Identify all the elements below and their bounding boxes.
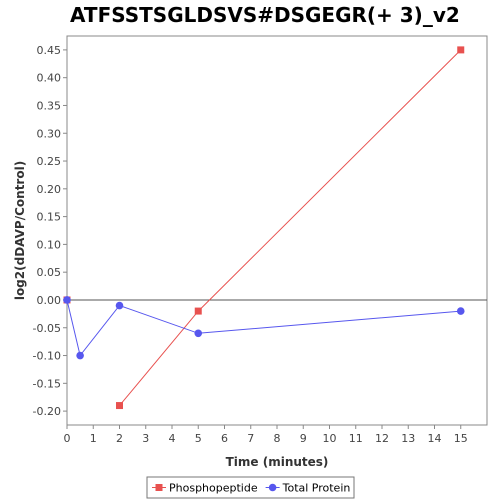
series-group [63, 46, 465, 410]
phosphopeptide-point [194, 307, 202, 315]
y-tick-label: -0.05 [33, 322, 61, 335]
y-tick-label: 0.25 [37, 155, 62, 168]
x-tick-label: 3 [142, 432, 149, 445]
y-tick-label: 0.35 [37, 99, 62, 112]
y-tick-label: -0.10 [33, 350, 61, 363]
y-tick-label: 0.40 [37, 72, 62, 85]
y-tick-label: 0.05 [37, 266, 62, 279]
x-tick-label: 6 [221, 432, 228, 445]
x-tick-label: 8 [274, 432, 281, 445]
y-tick-label: 0.00 [37, 294, 62, 307]
x-tick-label: 15 [454, 432, 468, 445]
x-tick-label: 12 [375, 432, 389, 445]
legend-box [146, 476, 355, 499]
total-protein-point [456, 307, 465, 315]
total-protein-point [76, 351, 84, 360]
total-protein-point [115, 301, 124, 310]
y-tick-label: 0.30 [37, 127, 62, 140]
x-tick-label: 9 [300, 432, 307, 445]
phosphopeptide-point [116, 402, 123, 410]
y-tick-label: 0.20 [37, 183, 62, 196]
legend: Phosphopeptide Total Protein [146, 476, 355, 499]
x-tick-label: 2 [116, 432, 123, 445]
x-tick-label: 4 [169, 432, 176, 445]
chart-title: ATFSSTSGLDSVS#DSGEGR(+ 3)_v2 [70, 3, 460, 27]
legend-marker-phosphopeptide [155, 484, 163, 491]
x-tick-label: 7 [247, 432, 254, 445]
phosphopeptide-point [457, 46, 465, 54]
x-tick-label: 11 [349, 432, 363, 445]
x-tick-label: 5 [195, 432, 202, 445]
x-tick-label: 13 [401, 432, 415, 445]
x-tick-label: 10 [323, 432, 337, 445]
plot-area [66, 35, 488, 426]
total-protein-point [194, 329, 203, 338]
y-tick-label: -0.15 [33, 377, 61, 390]
y-tick-label: 0.45 [37, 44, 62, 57]
legend-label-total-protein: Total Protein [282, 482, 351, 495]
legend-marker-total-protein [268, 483, 277, 492]
x-axis-title: Time (minutes) [226, 455, 329, 469]
legend-label-phosphopeptide: Phosphopeptide [169, 482, 258, 495]
total-protein-point [63, 296, 71, 304]
x-tick-label: 0 [64, 432, 71, 445]
y-axis: -0.20 -0.15 -0.10 -0.05 0.00 0.05 0.10 0.15 0.20… [33, 44, 67, 418]
y-tick-label: 0.15 [37, 211, 62, 224]
y-tick-label: -0.20 [33, 405, 61, 418]
x-tick-label: 14 [428, 432, 442, 445]
x-tick-label: 1 [90, 432, 97, 445]
y-tick-label: 0.10 [37, 238, 62, 251]
x-axis: 0 1 2 3 4 5 6 7 8 9 10 11 12 13 14 15 [64, 425, 468, 445]
y-axis-title: log2(dDAVP/Control) [13, 161, 27, 300]
